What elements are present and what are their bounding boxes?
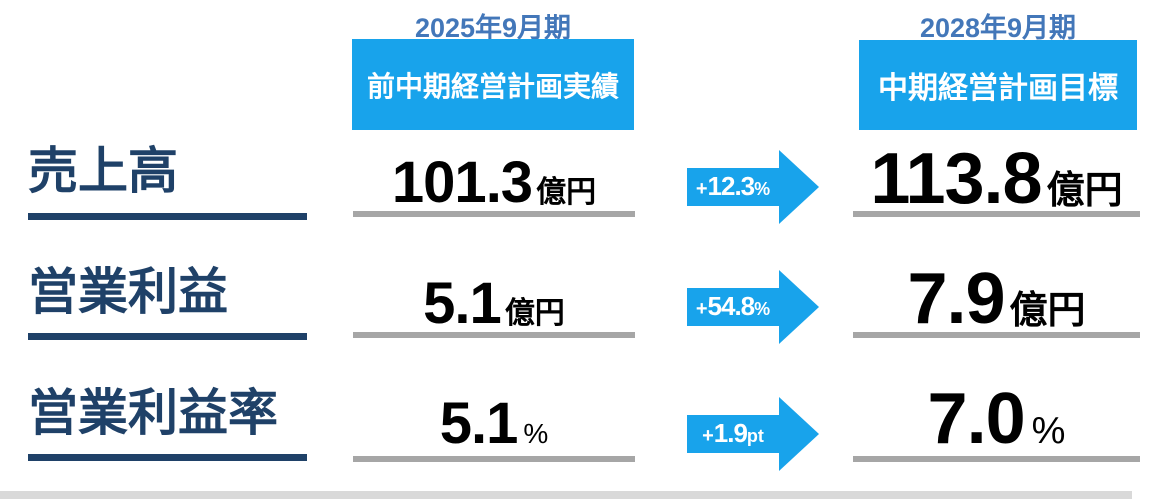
change-unit: % <box>754 299 771 319</box>
change-unit: pt <box>746 426 764 446</box>
change-unit: % <box>754 179 771 199</box>
value-after-sales: 113.8 億円 <box>853 143 1140 215</box>
target-plan-box-label: 中期経営計画目標 <box>878 72 1118 105</box>
value-number: 5.1 <box>423 271 502 336</box>
value-underline <box>853 211 1140 217</box>
value-number: 5.1 <box>439 391 519 456</box>
metric-underline-operating-profit <box>28 333 307 340</box>
value-unit: 億円 <box>504 297 565 330</box>
value-unit: 億円 <box>1046 170 1123 212</box>
value-underline <box>853 332 1140 338</box>
right-arrow-icon <box>779 150 819 224</box>
change-number: 12.3 <box>707 171 756 201</box>
value-unit: 億円 <box>1009 290 1086 332</box>
metric-label-operating-profit: 営業利益 <box>28 264 228 320</box>
change-sign: + <box>695 178 708 200</box>
value-unit: 億円 <box>536 176 597 209</box>
change-arrow-operating-margin: +1.9pt <box>687 397 819 471</box>
target-plan-box: 中期経営計画目標 <box>859 40 1137 130</box>
value-before-operating-margin: 5.1% <box>353 395 635 453</box>
arrow-body: +12.3% <box>687 168 779 206</box>
period-label-left: 2025年9月期 <box>414 13 572 43</box>
previous-plan-box: 前中期経営計画実績 <box>352 39 634 130</box>
value-unit: % <box>523 418 549 449</box>
change-number: 54.8 <box>707 291 756 321</box>
value-unit: % <box>1031 410 1066 452</box>
bottom-divider-bar <box>0 491 1132 499</box>
change-sign: + <box>695 298 708 320</box>
metric-label-sales: 売上高 <box>28 143 178 199</box>
value-number: 113.8 <box>870 139 1042 219</box>
value-underline <box>353 456 635 462</box>
right-arrow-icon <box>779 397 819 471</box>
value-before-sales: 101.3 億円 <box>353 154 635 212</box>
value-number: 7.0 <box>927 379 1026 459</box>
metric-label-operating-margin: 営業利益率 <box>28 385 278 441</box>
value-underline <box>353 332 635 338</box>
value-underline <box>353 211 635 217</box>
value-before-operating-profit: 5.1 億円 <box>353 275 635 333</box>
arrow-body: +1.9pt <box>687 415 779 453</box>
value-underline <box>853 456 1140 462</box>
change-number: 1.9 <box>713 418 748 448</box>
value-after-operating-margin: 7.0% <box>853 383 1140 455</box>
change-arrow-sales: +12.3% <box>687 150 819 224</box>
value-number: 101.3 <box>391 150 533 215</box>
period-label-right: 2028年9月期 <box>919 13 1077 43</box>
change-arrow-operating-profit: +54.8% <box>687 270 819 344</box>
previous-plan-box-label: 前中期経営計画実績 <box>366 70 619 102</box>
value-after-operating-profit: 7.9 億円 <box>853 263 1140 335</box>
right-arrow-icon <box>779 270 819 344</box>
metric-underline-operating-margin <box>28 454 307 461</box>
change-sign: + <box>702 425 714 447</box>
arrow-body: +54.8% <box>687 288 779 326</box>
value-number: 7.9 <box>907 259 1005 339</box>
metric-underline-sales <box>28 213 307 220</box>
